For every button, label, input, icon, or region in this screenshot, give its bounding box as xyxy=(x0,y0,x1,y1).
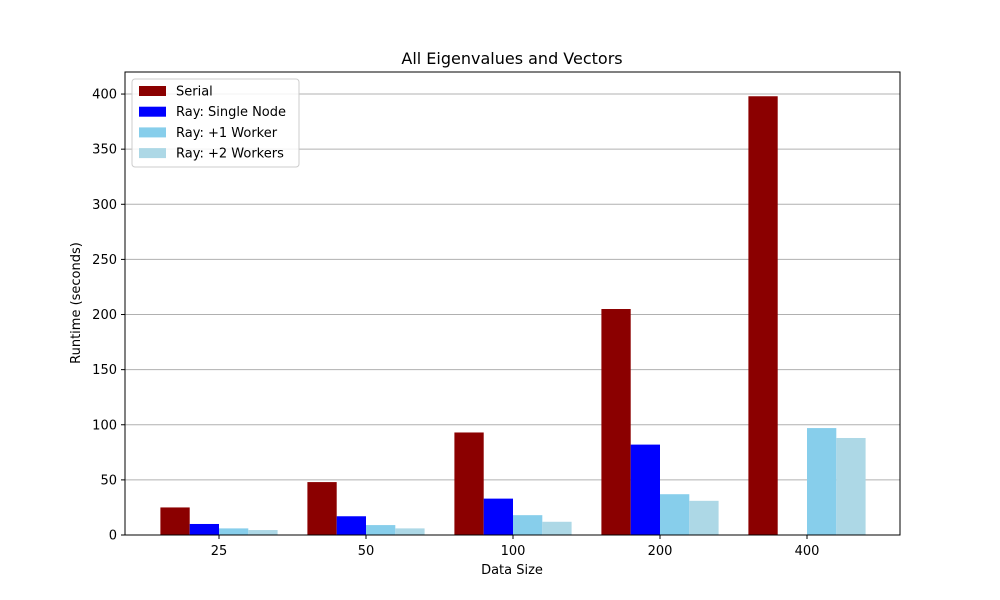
x-axis: 25 50 100 200 400 xyxy=(211,535,820,559)
y-tick-label: 400 xyxy=(92,88,117,103)
y-tick-label: 300 xyxy=(92,198,117,213)
bar xyxy=(248,530,278,535)
bars xyxy=(160,96,866,535)
grid-lines xyxy=(125,93,900,536)
bar xyxy=(160,507,190,535)
bar xyxy=(454,432,484,535)
bar xyxy=(513,515,543,535)
x-tick-label: 50 xyxy=(358,544,375,559)
y-tick-label: 50 xyxy=(100,473,117,488)
legend-label: Serial xyxy=(176,85,213,100)
legend-label: Ray: +1 Worker xyxy=(176,126,278,141)
y-tick-label: 100 xyxy=(92,418,117,433)
y-axis: 0 50 100 150 200 250 300 350 400 xyxy=(92,88,125,544)
x-axis-label: Data Size xyxy=(481,563,543,578)
bar xyxy=(307,482,337,535)
y-axis-label: Runtime (seconds) xyxy=(69,242,84,364)
bar xyxy=(630,444,660,535)
y-tick-label: 0 xyxy=(109,529,117,544)
bar xyxy=(483,498,513,535)
bar xyxy=(601,309,631,535)
legend-swatch xyxy=(139,148,166,159)
bar xyxy=(836,437,866,535)
legend-swatch xyxy=(139,106,166,117)
bar xyxy=(807,428,837,535)
bar xyxy=(219,528,249,535)
chart-title: All Eigenvalues and Vectors xyxy=(401,49,622,68)
bar xyxy=(542,521,572,535)
bar xyxy=(660,494,690,535)
legend: Serial Ray: Single Node Ray: +1 Worker Ray:… xyxy=(131,78,300,168)
bar xyxy=(689,500,719,535)
y-tick-label: 200 xyxy=(92,308,117,323)
legend-label: Ray: Single Node xyxy=(176,105,286,120)
x-tick-label: 100 xyxy=(501,544,526,559)
legend-swatch xyxy=(139,127,166,138)
legend-swatch xyxy=(139,86,166,96)
bar xyxy=(395,528,425,535)
legend-frame xyxy=(131,78,300,168)
x-tick-label: 400 xyxy=(795,544,820,559)
x-tick-label: 25 xyxy=(211,544,228,559)
bar xyxy=(748,96,778,535)
legend-label: Ray: +2 Workers xyxy=(176,147,284,162)
bar xyxy=(336,516,366,535)
y-tick-label: 250 xyxy=(92,253,117,268)
bar xyxy=(189,523,219,535)
x-tick-label: 200 xyxy=(648,544,673,559)
y-tick-label: 350 xyxy=(92,143,117,158)
y-tick-label: 150 xyxy=(92,363,117,378)
bar xyxy=(366,525,396,535)
